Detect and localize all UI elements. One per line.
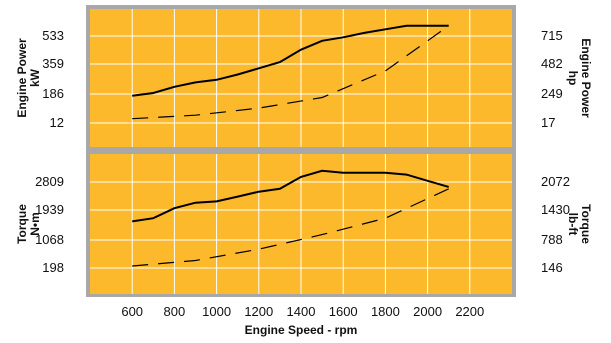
torque-right-title-line1: Torque bbox=[579, 204, 593, 244]
torque-right-title: Torque lb-ft bbox=[566, 204, 593, 244]
power-left-title: Engine Power kW bbox=[15, 38, 42, 118]
torque-left-title-line2: N•m bbox=[28, 212, 42, 236]
right-tick-label: 146 bbox=[541, 260, 563, 275]
torque-left-title-line1: Torque bbox=[15, 204, 29, 244]
left-tick-label: 1939 bbox=[35, 202, 64, 217]
x-tick-label: 2000 bbox=[413, 304, 442, 319]
right-tick-label: 1430 bbox=[541, 202, 570, 217]
power-left-title-line2: kW bbox=[28, 68, 42, 87]
right-tick-label: 482 bbox=[541, 56, 563, 71]
right-tick-label: 2072 bbox=[541, 174, 570, 189]
x-tick-label: 1600 bbox=[329, 304, 358, 319]
power-right-title-line1: Engine Power bbox=[579, 38, 593, 118]
left-tick-label: 198 bbox=[42, 260, 64, 275]
x-tick-label: 1200 bbox=[244, 304, 273, 319]
dashed-series-line bbox=[132, 25, 450, 120]
right-tick-label: 17 bbox=[541, 115, 555, 130]
x-tick-label: 1000 bbox=[202, 304, 231, 319]
solid-series-line bbox=[132, 24, 449, 97]
x-tick-label: 2200 bbox=[455, 304, 484, 319]
x-tick-label: 800 bbox=[164, 304, 186, 319]
x-axis-title: Engine Speed - rpm bbox=[245, 323, 358, 337]
solid-series-line bbox=[132, 169, 449, 223]
left-tick-label: 186 bbox=[42, 86, 64, 101]
torque-right-title-line2: lb-ft bbox=[566, 213, 580, 236]
power-left-title-line1: Engine Power bbox=[15, 38, 29, 118]
left-tick-label: 1068 bbox=[35, 232, 64, 247]
right-tick-label: 249 bbox=[541, 86, 563, 101]
dashed-series-line bbox=[132, 188, 449, 267]
torque-left-title: Torque N•m bbox=[15, 204, 42, 244]
power-right-title-line2: hp bbox=[566, 71, 580, 86]
right-tick-label: 715 bbox=[541, 28, 563, 43]
left-tick-label: 359 bbox=[42, 56, 64, 71]
right-tick-label: 788 bbox=[541, 232, 563, 247]
power-right-title: Engine Power hp bbox=[566, 38, 593, 118]
power-panel: 533 359 186 12 715 482 249 17 bbox=[42, 9, 563, 147]
x-tick-label: 1400 bbox=[287, 304, 316, 319]
left-tick-label: 533 bbox=[42, 28, 64, 43]
x-tick-label: 1800 bbox=[371, 304, 400, 319]
x-tick-label: 600 bbox=[121, 304, 143, 319]
left-tick-label: 2809 bbox=[35, 174, 64, 189]
torque-panel: 2809 1939 1068 198 2072 1430 788 146 bbox=[35, 154, 570, 294]
left-tick-label: 12 bbox=[50, 115, 64, 130]
